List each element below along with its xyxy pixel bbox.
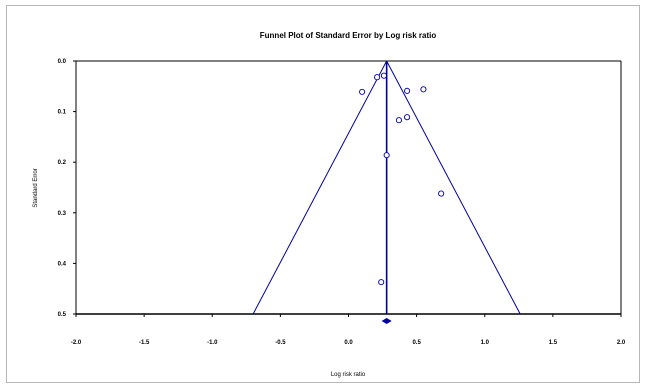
x-tick-label: -1.0: [207, 340, 218, 346]
x-tick-label: -0.5: [275, 340, 286, 346]
study-point: [438, 190, 445, 197]
x-tick-label: 0.0: [344, 340, 353, 346]
x-tick-label: 1.0: [481, 340, 490, 346]
y-tick-label: 0.3: [58, 211, 67, 217]
study-point: [404, 87, 411, 94]
x-tick-label: 0.5: [412, 340, 421, 346]
study-point: [420, 86, 427, 93]
x-tick-label: -2.0: [71, 340, 82, 346]
funnel-left-limit: [252, 61, 388, 315]
study-point: [359, 88, 366, 95]
chart-frame: [6, 5, 640, 383]
chart-title: Funnel Plot of Standard Error by Log ris…: [260, 31, 437, 40]
x-tick-label: 2.0: [617, 340, 626, 346]
x-tick-label: -1.5: [139, 340, 150, 346]
x-axis-label: Log risk ratio: [331, 372, 366, 378]
study-point: [404, 114, 411, 121]
y-tick-label: 0.2: [58, 160, 67, 166]
y-tick-label: 0.1: [58, 110, 67, 116]
study-point: [378, 279, 385, 286]
funnel-right-limit: [386, 61, 521, 315]
study-point: [395, 117, 402, 124]
study-point: [380, 72, 387, 79]
y-axis-label: Standard Error: [33, 168, 39, 207]
y-tick-label: 0.4: [58, 261, 67, 267]
pooled-estimate-diamond: [381, 318, 392, 324]
y-tick-label: 0.0: [58, 59, 67, 65]
study-point: [374, 74, 381, 81]
y-tick-label: 0.5: [58, 312, 67, 318]
study-point: [383, 152, 390, 159]
x-tick-label: 1.5: [549, 340, 558, 346]
